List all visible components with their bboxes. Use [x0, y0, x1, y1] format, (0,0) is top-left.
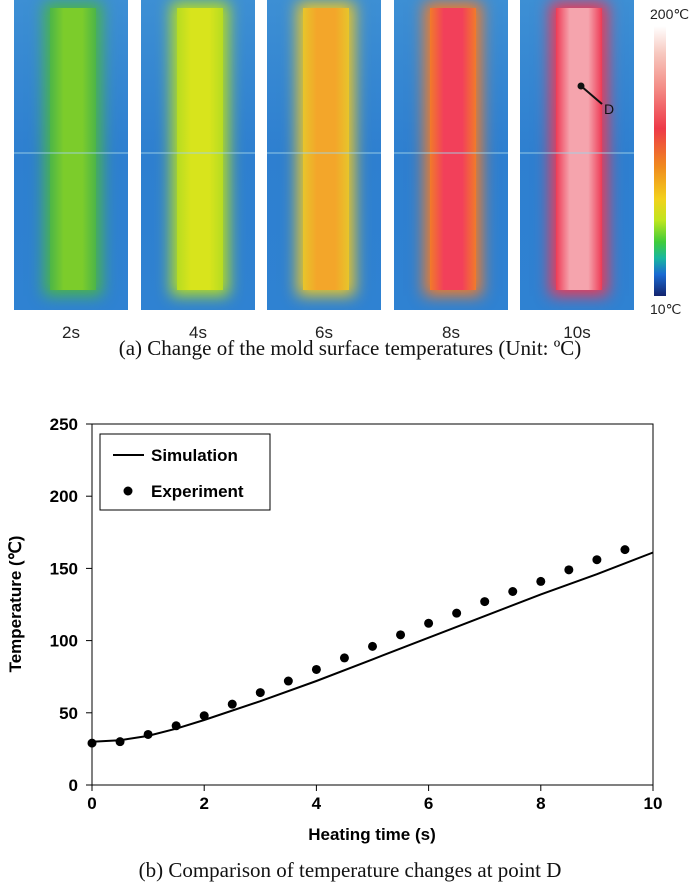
data-point-experiment [368, 641, 377, 651]
time-label-2s: 2s [62, 323, 80, 342]
data-point-experiment [283, 676, 293, 686]
time-label-6s: 6s [315, 323, 333, 342]
data-point-experiment [424, 618, 434, 628]
data-point-experiment [199, 711, 209, 721]
y-tick-label: 50 [59, 704, 78, 723]
data-point-experiment [536, 576, 546, 586]
legend-box [99, 433, 271, 511]
x-tick-label: 10 [644, 794, 663, 813]
y-axis-label: Temperature (℃) [6, 536, 25, 673]
parting-line [520, 152, 634, 154]
y-tick-label: 0 [69, 776, 78, 795]
caption-b: (b) Comparison of temperature changes at… [138, 858, 562, 882]
data-point-experiment [452, 608, 462, 618]
thermal-image-row: D [14, 0, 644, 310]
data-point-experiment [508, 587, 518, 597]
data-point-experiment [311, 664, 321, 674]
legend-marker-experiment [123, 486, 133, 496]
data-point-experiment [143, 729, 153, 739]
parting-line [267, 152, 381, 154]
parting-line [394, 152, 508, 154]
legend-label-experiment: Experiment [151, 482, 244, 501]
data-point-experiment [396, 630, 406, 640]
scale-min-label: 10℃ [650, 301, 682, 317]
time-label-4s: 4s [189, 323, 207, 342]
data-point-experiment [227, 699, 237, 709]
scale-max-label: 200℃ [650, 6, 690, 22]
thermal-panel-6s [267, 0, 381, 310]
data-point-experiment [564, 565, 574, 575]
parting-line [14, 152, 128, 154]
thermal-panel-8s [394, 0, 508, 310]
legend-label-simulation: Simulation [151, 446, 238, 465]
y-tick-label: 200 [50, 487, 78, 506]
thermal-panel-4s [141, 0, 255, 310]
y-tick-label: 250 [50, 415, 78, 434]
time-label-10s: 10s [563, 323, 591, 342]
plot-frame [91, 423, 654, 786]
data-point-experiment [87, 738, 97, 748]
thermal-strip [430, 8, 476, 290]
data-point-experiment [592, 555, 602, 565]
y-tick-label: 150 [50, 559, 78, 578]
thermal-strip [177, 8, 223, 290]
point-d-label: D [604, 101, 615, 117]
thermal-strip [556, 8, 602, 290]
x-axis-label: Heating time (s) [308, 825, 436, 844]
temperature-color-scale [654, 26, 666, 296]
data-point-experiment [115, 737, 125, 747]
y-tick-label: 100 [50, 632, 78, 651]
data-point-experiment [171, 721, 181, 731]
thermal-panel-2s [14, 0, 128, 310]
thermal-strip [303, 8, 349, 290]
thermal-strip [50, 8, 96, 290]
x-tick-label: 2 [199, 794, 208, 813]
time-label-8s: 8s [442, 323, 460, 342]
data-point-experiment [480, 597, 490, 607]
x-tick-label: 4 [312, 794, 322, 813]
caption-a: (a) Change of the mold surface temperatu… [118, 336, 582, 360]
thermal-panel-10s: D [520, 0, 634, 310]
parting-line [141, 152, 255, 154]
data-point-experiment [620, 545, 630, 555]
point-d-marker [577, 82, 603, 105]
x-tick-label: 0 [87, 794, 96, 813]
data-point-experiment [255, 688, 265, 698]
x-tick-label: 8 [536, 794, 545, 813]
data-point-experiment [339, 653, 349, 663]
x-tick-label: 6 [424, 794, 433, 813]
